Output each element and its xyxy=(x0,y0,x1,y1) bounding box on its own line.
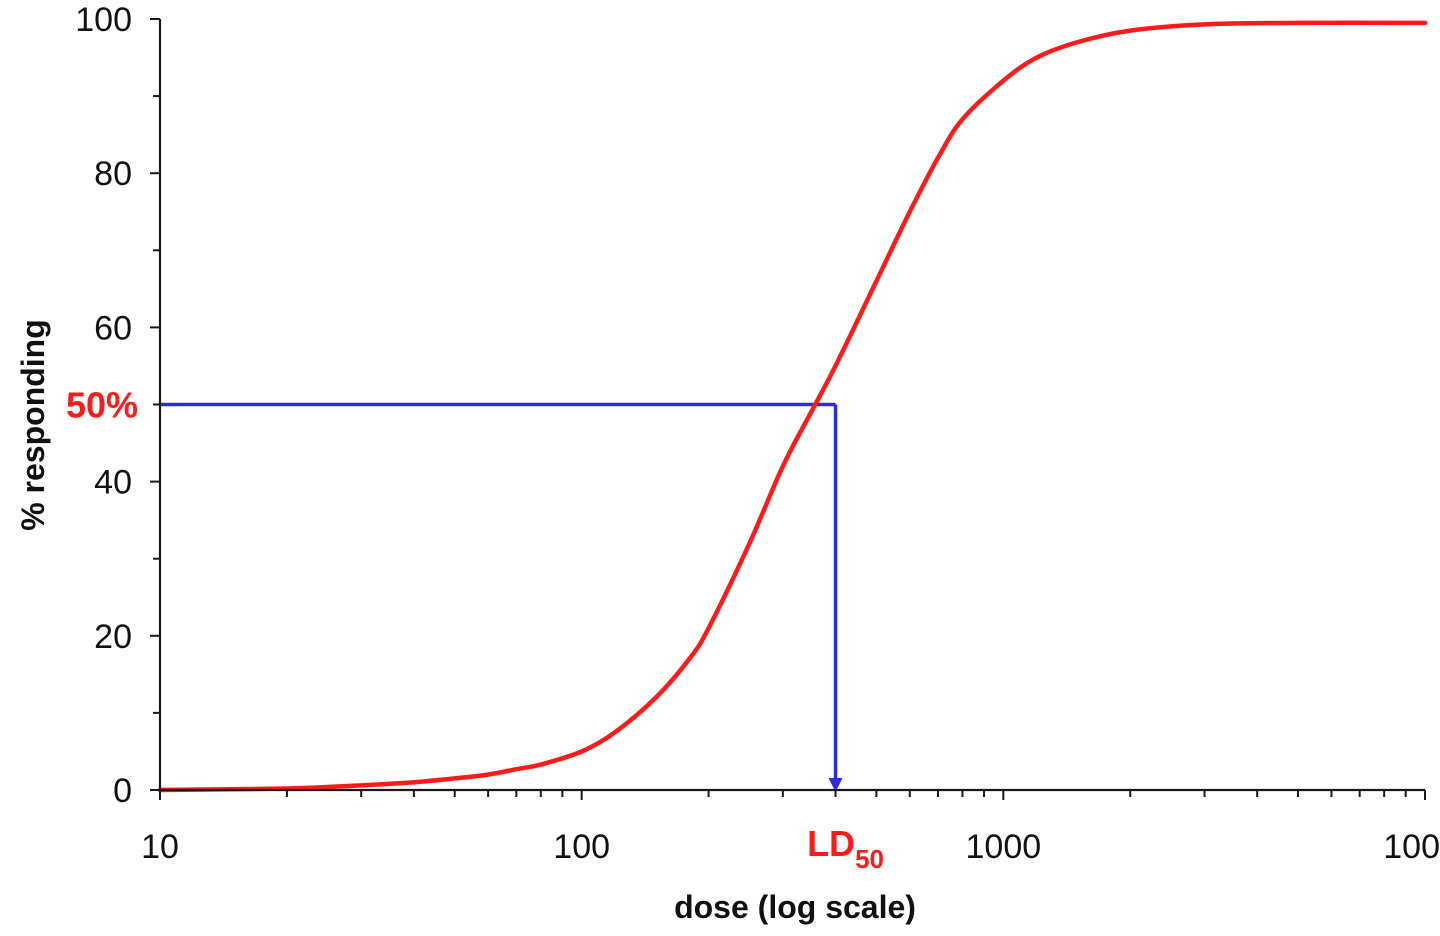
x-tick-label: 100 xyxy=(553,828,610,866)
y-tick-label: 80 xyxy=(94,155,132,193)
dose-response-curve xyxy=(157,20,1428,793)
y-tick-label: 40 xyxy=(94,464,132,502)
x-tick-label: 1000 xyxy=(966,828,1042,866)
curve-layer xyxy=(157,20,1428,793)
ld50-label-subscript: 50 xyxy=(855,844,884,874)
tick-labels: 0 20 40 60 80 100 10 100 1000 100 xyxy=(75,1,1440,866)
ld50-guides xyxy=(160,402,843,792)
ld50-dose-label: LD50 xyxy=(807,823,884,874)
ld50-label-main: LD xyxy=(807,823,855,864)
x-tick-label: 100 xyxy=(1383,828,1440,866)
y-tick-label: 100 xyxy=(75,1,132,39)
ld50-response-label: 50% xyxy=(66,385,138,426)
y-tick-label: 20 xyxy=(94,618,132,656)
x-axis-title: dose (log scale) xyxy=(674,889,916,925)
x-tick-label: 10 xyxy=(141,828,179,866)
ld50-arrow-head xyxy=(828,778,843,792)
y-tick-label: 60 xyxy=(94,309,132,347)
y-axis-title: % responding xyxy=(15,319,51,531)
y-tick-label: 0 xyxy=(113,772,132,810)
axes xyxy=(150,18,1426,800)
